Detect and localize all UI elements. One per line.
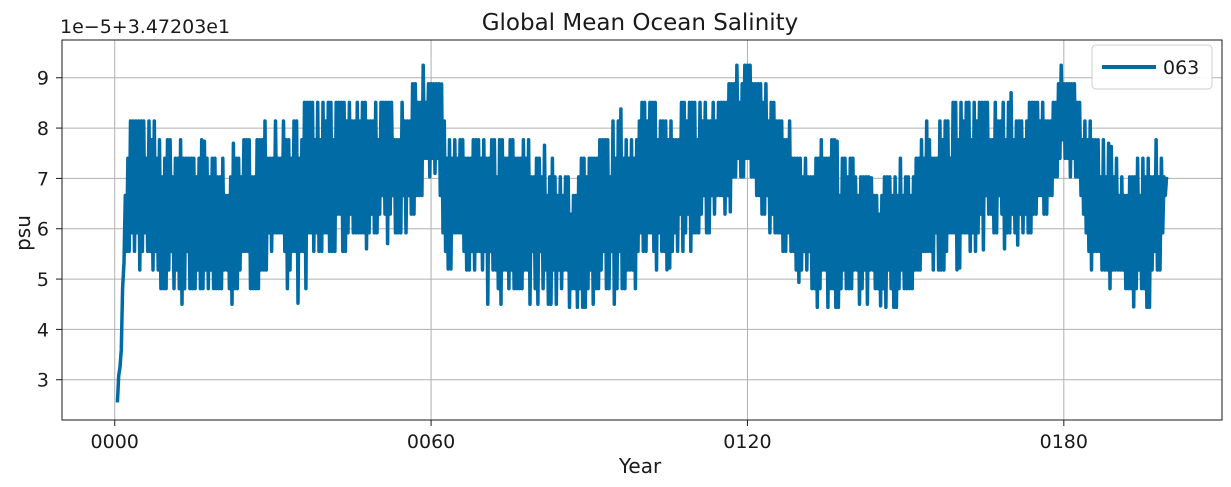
x-tick-label: 0060	[407, 431, 455, 453]
y-offset-label: 1e−5+3.47203e1	[60, 16, 230, 38]
x-axis-label: Year	[618, 454, 662, 478]
y-tick-label: 7	[37, 168, 49, 190]
x-tick-label: 0180	[1040, 431, 1088, 453]
y-tick-label: 8	[37, 118, 49, 140]
y-axis-label: psu	[11, 215, 35, 251]
x-tick-label: 0120	[723, 431, 771, 453]
y-tick-label: 6	[37, 219, 49, 241]
x-tick-label: 0000	[91, 431, 139, 453]
series-layer	[115, 63, 1169, 403]
y-tick-label: 3	[37, 370, 49, 392]
ticks: 0000 0060 0120 0180 3 4 5 6 7 8 9	[37, 68, 1088, 453]
chart-title: Global Mean Ocean Salinity	[482, 10, 799, 36]
legend-label: 063	[1163, 57, 1199, 79]
legend: 063	[1091, 44, 1213, 90]
y-tick-label: 9	[37, 68, 49, 90]
plot-frame	[61, 39, 1223, 421]
series-063-line	[115, 63, 1169, 403]
y-tick-label: 5	[37, 269, 49, 291]
y-tick-label: 4	[37, 319, 49, 341]
